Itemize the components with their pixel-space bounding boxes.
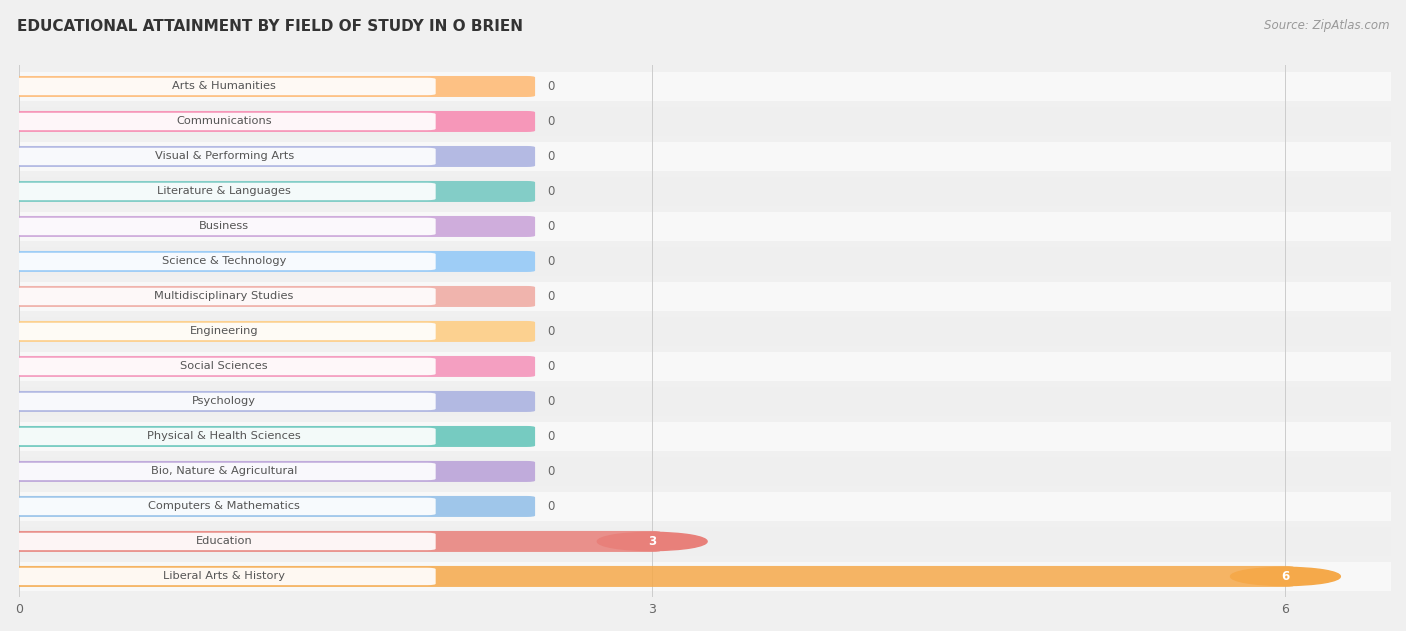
Text: Psychology: Psychology <box>193 396 256 406</box>
Text: 0: 0 <box>548 395 555 408</box>
Bar <box>20 282 1391 311</box>
Bar <box>20 142 1391 171</box>
Text: Social Sciences: Social Sciences <box>180 362 269 372</box>
Bar <box>20 317 1391 346</box>
Bar <box>20 457 1391 486</box>
Text: Liberal Arts & History: Liberal Arts & History <box>163 572 285 581</box>
Circle shape <box>598 533 707 551</box>
Bar <box>20 562 1391 591</box>
FancyBboxPatch shape <box>11 356 536 377</box>
Text: Visual & Performing Arts: Visual & Performing Arts <box>155 151 294 162</box>
Text: Literature & Languages: Literature & Languages <box>157 187 291 196</box>
Bar <box>20 352 1391 381</box>
Text: 0: 0 <box>548 500 555 513</box>
FancyBboxPatch shape <box>13 148 436 165</box>
FancyBboxPatch shape <box>13 218 436 235</box>
Bar <box>20 72 1391 101</box>
Text: 0: 0 <box>548 150 555 163</box>
Text: Physical & Health Sciences: Physical & Health Sciences <box>148 432 301 442</box>
FancyBboxPatch shape <box>13 392 436 410</box>
FancyBboxPatch shape <box>11 426 536 447</box>
FancyBboxPatch shape <box>11 76 536 97</box>
Text: Business: Business <box>200 221 249 232</box>
Text: 0: 0 <box>548 220 555 233</box>
FancyBboxPatch shape <box>13 183 436 200</box>
Text: 0: 0 <box>548 115 555 128</box>
Bar <box>20 492 1391 521</box>
FancyBboxPatch shape <box>13 498 436 515</box>
Text: 0: 0 <box>548 185 555 198</box>
Bar <box>20 247 1391 276</box>
FancyBboxPatch shape <box>13 78 436 95</box>
Circle shape <box>1230 567 1340 586</box>
Text: Source: ZipAtlas.com: Source: ZipAtlas.com <box>1264 19 1389 32</box>
Text: Bio, Nature & Agricultural: Bio, Nature & Agricultural <box>150 466 297 476</box>
Text: 0: 0 <box>548 290 555 303</box>
FancyBboxPatch shape <box>11 531 661 552</box>
Text: 0: 0 <box>548 465 555 478</box>
Text: Arts & Humanities: Arts & Humanities <box>172 81 276 91</box>
Text: Communications: Communications <box>176 117 271 126</box>
Text: Education: Education <box>195 536 253 546</box>
FancyBboxPatch shape <box>11 251 536 272</box>
FancyBboxPatch shape <box>11 461 536 482</box>
FancyBboxPatch shape <box>13 533 436 550</box>
FancyBboxPatch shape <box>11 181 536 202</box>
Text: EDUCATIONAL ATTAINMENT BY FIELD OF STUDY IN O BRIEN: EDUCATIONAL ATTAINMENT BY FIELD OF STUDY… <box>17 19 523 34</box>
Text: 0: 0 <box>548 360 555 373</box>
Bar <box>20 177 1391 206</box>
Text: 0: 0 <box>548 80 555 93</box>
FancyBboxPatch shape <box>11 391 536 412</box>
Text: Science & Technology: Science & Technology <box>162 256 287 266</box>
Text: Computers & Mathematics: Computers & Mathematics <box>148 502 299 512</box>
Text: 3: 3 <box>648 535 657 548</box>
Text: Multidisciplinary Studies: Multidisciplinary Studies <box>155 292 294 302</box>
FancyBboxPatch shape <box>13 288 436 305</box>
Bar <box>20 527 1391 556</box>
Bar <box>20 107 1391 136</box>
Bar <box>20 212 1391 241</box>
Text: 6: 6 <box>1281 570 1289 583</box>
FancyBboxPatch shape <box>13 358 436 375</box>
FancyBboxPatch shape <box>13 428 436 445</box>
Bar <box>20 422 1391 451</box>
FancyBboxPatch shape <box>13 253 436 270</box>
Text: Engineering: Engineering <box>190 326 259 336</box>
FancyBboxPatch shape <box>11 111 536 132</box>
FancyBboxPatch shape <box>11 146 536 167</box>
FancyBboxPatch shape <box>13 113 436 130</box>
Text: 0: 0 <box>548 325 555 338</box>
FancyBboxPatch shape <box>11 286 536 307</box>
FancyBboxPatch shape <box>11 496 536 517</box>
FancyBboxPatch shape <box>11 216 536 237</box>
Text: 0: 0 <box>548 255 555 268</box>
FancyBboxPatch shape <box>11 321 536 342</box>
Text: 0: 0 <box>548 430 555 443</box>
FancyBboxPatch shape <box>13 568 436 585</box>
Bar <box>20 387 1391 416</box>
FancyBboxPatch shape <box>11 566 1294 587</box>
FancyBboxPatch shape <box>13 463 436 480</box>
FancyBboxPatch shape <box>13 323 436 340</box>
